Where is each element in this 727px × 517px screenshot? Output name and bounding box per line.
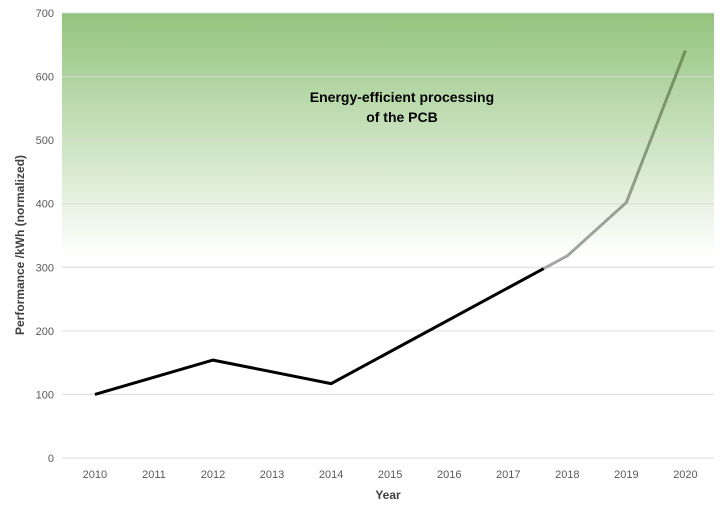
x-tick-2014: 2014: [319, 469, 343, 481]
x-tick-2011: 2011: [142, 469, 166, 481]
x-axis-label: Year: [375, 488, 401, 502]
y-tick-300: 300: [36, 262, 54, 274]
series-lines: [94, 49, 687, 396]
annotation-text: Energy-efficient processing of the PCB: [310, 89, 494, 125]
x-tick-2016: 2016: [437, 469, 461, 481]
annotation-line-2: of the PCB: [366, 109, 438, 125]
annotation-line-1: Energy-efficient processing: [310, 89, 494, 105]
x-tick-2020: 2020: [673, 469, 697, 481]
gridlines: [62, 12, 714, 459]
x-tick-2017: 2017: [496, 469, 520, 481]
x-tick-2013: 2013: [260, 469, 284, 481]
y-axis-label: Performance /kWh (normalized): [13, 155, 27, 335]
y-tick-0: 0: [48, 453, 54, 465]
x-tick-2019: 2019: [614, 469, 638, 481]
y-tick-700: 700: [36, 8, 54, 20]
x-tick-2018: 2018: [555, 469, 579, 481]
x-tick-labels: 2010 2011 2012 2013 2014 2015 2016 2017 2018 2019…: [83, 469, 698, 481]
x-tick-2010: 2010: [83, 469, 107, 481]
y-tick-500: 500: [36, 135, 54, 147]
x-tick-2015: 2015: [378, 469, 402, 481]
x-tick-2012: 2012: [201, 469, 225, 481]
y-tick-600: 600: [36, 72, 54, 84]
y-tick-200: 200: [36, 326, 54, 338]
plot-background: [62, 13, 714, 458]
annotation: Energy-efficient processing of the PCB: [310, 89, 494, 125]
series-line-past: [94, 267, 545, 396]
y-tick-100: 100: [36, 389, 54, 401]
y-tick-400: 400: [36, 199, 54, 211]
y-tick-labels: 0 100 200 300 400 500 600 700: [36, 8, 54, 465]
series-line-forecast: [542, 49, 687, 270]
